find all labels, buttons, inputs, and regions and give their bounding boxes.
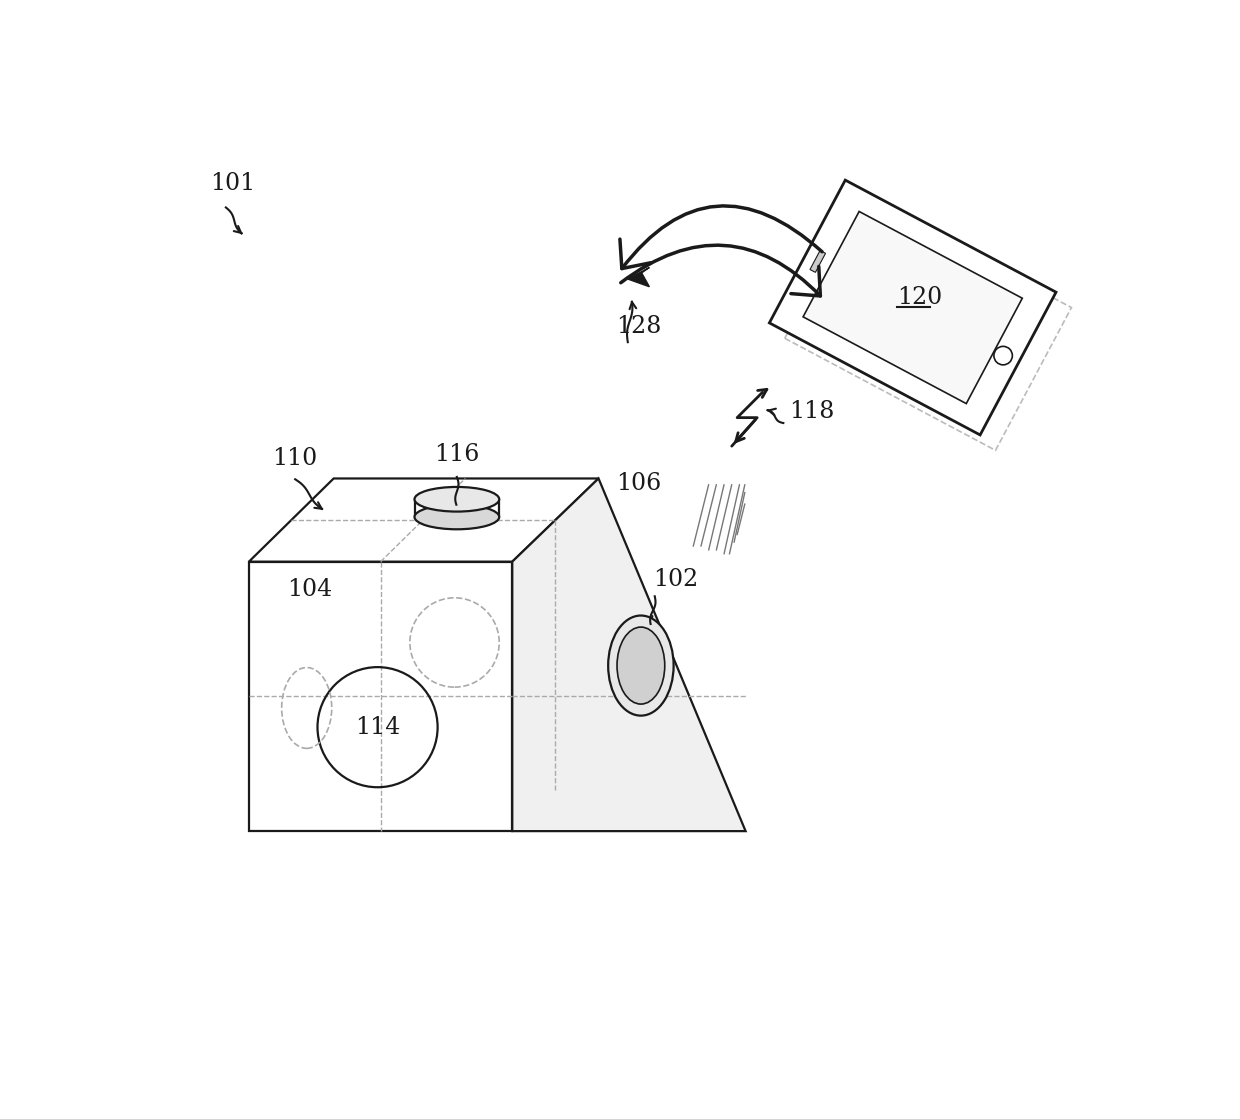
Ellipse shape (414, 487, 500, 511)
Text: 104: 104 (288, 579, 332, 601)
Ellipse shape (618, 627, 665, 704)
Ellipse shape (608, 615, 673, 716)
Ellipse shape (420, 788, 494, 809)
Polygon shape (769, 180, 1056, 435)
Ellipse shape (420, 806, 494, 827)
Text: 101: 101 (211, 171, 255, 195)
Polygon shape (810, 251, 826, 272)
Text: 128: 128 (616, 314, 662, 338)
Text: 118: 118 (790, 399, 835, 423)
Polygon shape (627, 267, 650, 286)
Ellipse shape (414, 505, 500, 529)
Text: 102: 102 (653, 568, 698, 591)
FancyArrowPatch shape (621, 245, 821, 295)
Polygon shape (512, 479, 745, 831)
FancyArrowPatch shape (620, 206, 822, 269)
Polygon shape (249, 562, 512, 831)
Polygon shape (249, 479, 599, 562)
Text: 106: 106 (616, 472, 661, 495)
Text: 114: 114 (355, 716, 401, 739)
Polygon shape (804, 211, 1022, 404)
Text: 120: 120 (898, 285, 942, 309)
Text: 116: 116 (434, 443, 479, 466)
Text: 110: 110 (272, 448, 317, 470)
